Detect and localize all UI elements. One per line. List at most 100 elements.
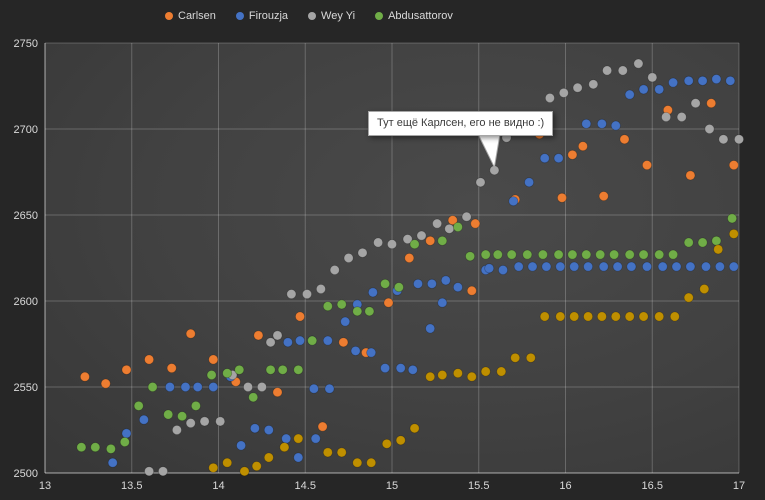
data-point	[426, 278, 437, 289]
data-point	[638, 84, 649, 95]
data-point	[263, 452, 274, 463]
data-point	[293, 364, 304, 375]
data-point	[185, 418, 196, 429]
data-point	[555, 311, 566, 322]
data-point	[366, 457, 377, 468]
data-point	[537, 249, 548, 260]
data-point	[452, 282, 463, 293]
data-point	[265, 337, 276, 348]
data-point	[567, 249, 578, 260]
series-firouzja[interactable]	[107, 74, 739, 468]
data-point	[452, 221, 463, 232]
data-point	[272, 330, 283, 341]
data-point	[572, 82, 583, 93]
data-point	[147, 381, 158, 392]
data-point	[373, 237, 384, 248]
data-point	[293, 452, 304, 463]
data-point	[654, 249, 665, 260]
data-point	[105, 443, 116, 454]
data-point	[508, 196, 519, 207]
data-point	[380, 363, 391, 374]
callout-tooltip[interactable]: Тут ещё Карлсен, его не видно :)	[368, 111, 554, 136]
data-point	[444, 223, 455, 234]
legend-item-firouzja[interactable]: Firouzja	[235, 7, 289, 25]
data-point	[100, 378, 111, 389]
data-point	[699, 283, 710, 294]
data-point	[642, 160, 653, 171]
data-point	[166, 363, 177, 374]
legend-marker-firouzja	[235, 12, 244, 20]
data-point	[171, 424, 182, 435]
data-point	[222, 368, 233, 379]
data-point	[553, 249, 564, 260]
data-point	[480, 249, 491, 260]
data-point	[506, 249, 517, 260]
legend-marker-wey-yi	[308, 12, 317, 20]
data-point	[107, 457, 118, 468]
data-point	[728, 228, 739, 239]
data-point	[497, 264, 508, 275]
data-point	[610, 311, 621, 322]
data-point	[452, 368, 463, 379]
legend-label-firouzja: Firouzja	[248, 10, 289, 22]
data-point	[558, 87, 569, 98]
data-point	[286, 289, 297, 300]
data-point	[609, 249, 620, 260]
legend-label-wey-yi: Wey Yi	[321, 10, 356, 22]
y-tick-label: 2700	[14, 124, 38, 136]
data-point	[525, 352, 536, 363]
data-point	[569, 261, 580, 272]
data-point	[190, 400, 201, 411]
data-point	[728, 261, 739, 272]
data-point	[581, 249, 592, 260]
data-point	[249, 423, 260, 434]
data-point	[437, 235, 448, 246]
data-point	[654, 84, 665, 95]
data-point	[638, 311, 649, 322]
data-point	[638, 249, 649, 260]
data-point	[164, 381, 175, 392]
data-point	[272, 387, 283, 398]
legend-item-abdusattorov[interactable]: Abdusattorov	[375, 7, 453, 25]
data-point	[555, 261, 566, 272]
data-point	[277, 364, 288, 375]
data-point	[470, 218, 481, 229]
data-point	[119, 436, 130, 447]
data-point	[121, 364, 132, 375]
data-point	[557, 192, 568, 203]
data-point	[425, 371, 436, 382]
legend-item-carlsen[interactable]: Carlsen	[165, 7, 216, 25]
legend-item-wey-yi[interactable]: Wey Yi	[308, 7, 355, 25]
data-point	[301, 289, 312, 300]
data-point	[409, 239, 420, 250]
data-point	[602, 65, 613, 76]
series-unlabeled-gold[interactable]	[208, 228, 739, 477]
data-point	[395, 435, 406, 446]
data-point	[350, 345, 361, 356]
data-point	[206, 369, 217, 380]
data-point	[524, 177, 535, 188]
data-point	[734, 134, 745, 145]
data-point	[317, 421, 328, 432]
data-point	[133, 400, 144, 411]
x-tick-label: 16.5	[642, 480, 663, 492]
data-point	[310, 433, 321, 444]
data-point	[308, 383, 319, 394]
series-abdusattorov[interactable]	[76, 213, 738, 454]
series-carlsen[interactable]	[79, 98, 739, 432]
data-point	[157, 466, 168, 477]
data-point	[617, 65, 628, 76]
data-point	[357, 247, 368, 258]
data-point	[222, 457, 233, 468]
data-point	[697, 237, 708, 248]
data-point	[581, 118, 592, 129]
data-point	[466, 371, 477, 382]
data-point	[437, 369, 448, 380]
data-point	[583, 261, 594, 272]
data-point	[654, 311, 665, 322]
data-point	[624, 311, 635, 322]
data-point	[633, 58, 644, 69]
y-tick-label: 2600	[14, 296, 38, 308]
data-point	[465, 251, 476, 262]
